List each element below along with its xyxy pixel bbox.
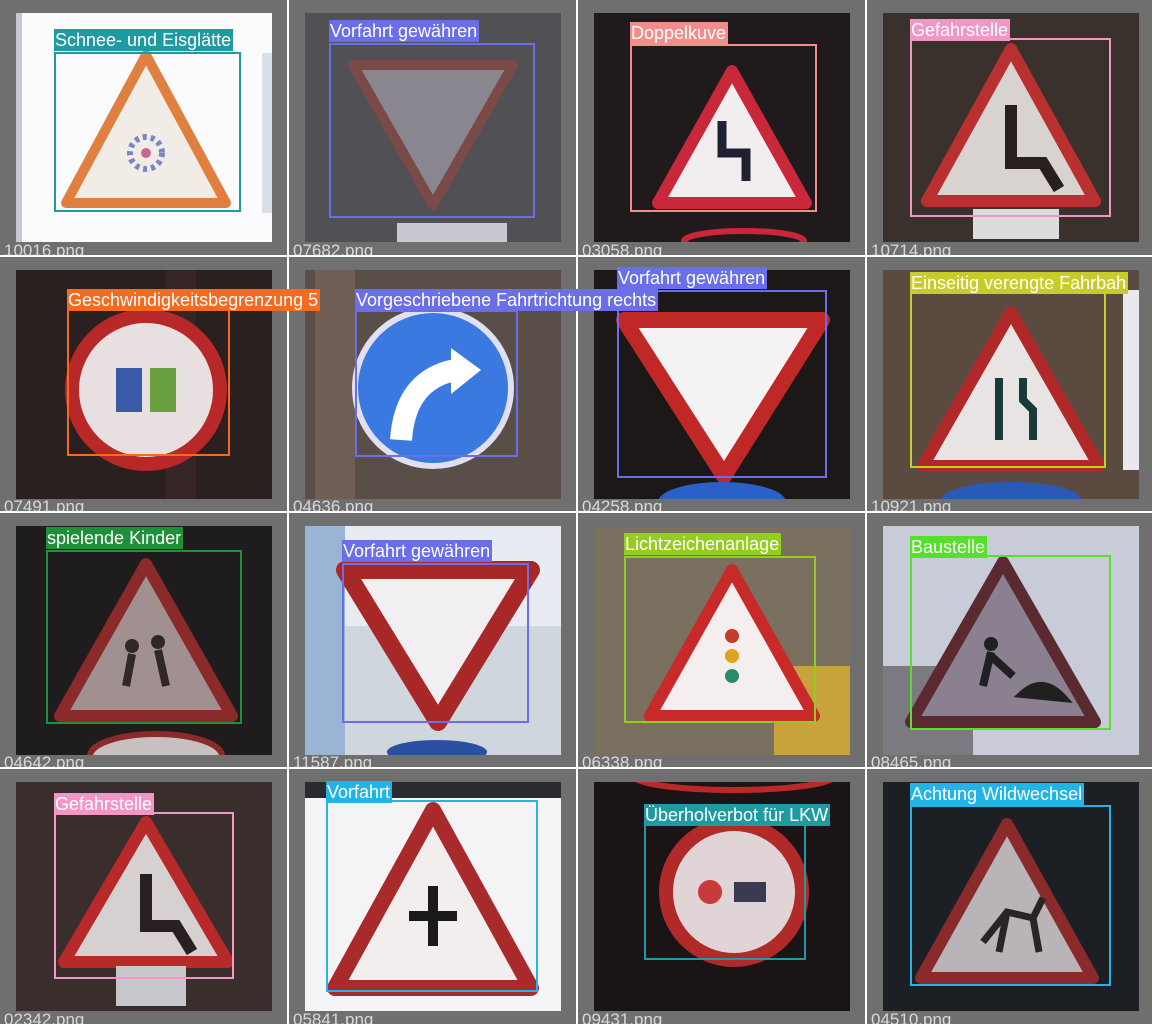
file-name: 04258.png [582,497,663,511]
photo-yield-sign [305,13,561,242]
tile-11: Lichtzeichenanlage 06338.png [578,513,865,767]
file-name: 07682.png [293,241,374,255]
file-name: 08465.png [871,753,952,767]
class-label: Gefahrstelle [910,19,1011,41]
photo-danger-sign [883,13,1139,242]
photo-danger-sign [16,782,272,1011]
class-label: Vorgeschriebene Fahrtrichtung rechts [355,289,659,311]
photo-double-curve-sign [594,13,850,242]
bounding-box [910,291,1106,468]
photo-roadworks-sign [883,526,1139,755]
file-name: 04636.png [293,497,374,511]
class-label: Vorfahrt [326,781,393,803]
bounding-box [910,805,1111,986]
tile-2: Vorfahrt gewähren 07682.png [289,0,576,255]
tile-8: 10921.png [867,257,1152,511]
bounding-box [910,38,1111,217]
bounding-box [910,555,1111,730]
file-name: 07491.png [4,497,85,511]
bounding-box [617,290,827,478]
tile-14: Vorfahrt 05841.png [289,769,576,1024]
class-label: Baustelle [910,536,988,558]
bounding-box [630,44,817,212]
class-label: Vorfahrt gewähren [329,20,480,42]
file-name: 10921.png [871,497,952,511]
tile-15: Überholverbot für LKW 09431.png [578,769,865,1024]
photo-priority-sign [305,782,561,1011]
bounding-box [54,52,241,212]
class-label: Vorfahrt gewähren [617,267,768,289]
tile-1: Schnee- und Eisglätte 10016.png [0,0,287,255]
file-name: 02342.png [4,1010,85,1024]
class-label: Vorfahrt gewähren [342,540,493,562]
class-label: spielende Kinder [46,527,184,549]
file-name: 11587.png [293,753,373,767]
tile-3: Doppelkuve 03058.png [578,0,865,255]
photo-yield-sign [594,270,850,499]
file-name: 03058.png [582,241,663,255]
bounding-box [46,550,242,724]
bounding-box [67,304,230,456]
file-name: 10714.png [871,241,952,255]
file-name: 04642.png [4,753,85,767]
tile-7: Vorfahrt gewähren 04258.png [578,257,865,511]
class-label: Geschwindigkeitsbegrenzung 5 [67,289,321,311]
photo-deer-crossing-sign [883,782,1139,1011]
bounding-box [329,43,535,218]
class-label: Doppelkuve [630,22,729,44]
class-label: Schnee- und Eisglätte [54,29,234,51]
file-name: 10016.png [4,241,85,255]
tile-12: Baustelle 08465.png [867,513,1152,767]
file-name: 04510.png [871,1010,952,1024]
tile-4: Gefahrstelle 10714.png [867,0,1152,255]
file-name: 06338.png [582,753,663,767]
bounding-box [624,556,816,723]
bounding-box [355,310,518,457]
class-label: Gefahrstelle [54,793,155,815]
tile-9: spielende Kinder 04642.png [0,513,287,767]
tile-16: Achtung Wildwechsel 04510.png [867,769,1152,1024]
photo-snowflake-sign [16,13,272,242]
class-label: Lichtzeichenanlage [624,533,782,555]
photo-road-narrows-sign [883,270,1139,499]
class-label: Achtung Wildwechsel [910,783,1085,805]
tile-13: Gefahrstelle 02342.png [0,769,287,1024]
bounding-box [54,812,234,979]
bounding-box [342,563,529,723]
bounding-box [644,824,806,960]
file-name: 09431.png [582,1010,663,1024]
photo-children-sign [16,526,272,755]
bounding-box [326,800,538,992]
photo-traffic-light-sign [594,526,850,755]
file-name: 05841.png [293,1010,374,1024]
tile-10: Vorfahrt gewähren 11587.png [289,513,576,767]
class-label: Überholverbot für LKW [644,804,831,826]
class-label: Einseitig verengte Fahrbah [910,272,1129,294]
